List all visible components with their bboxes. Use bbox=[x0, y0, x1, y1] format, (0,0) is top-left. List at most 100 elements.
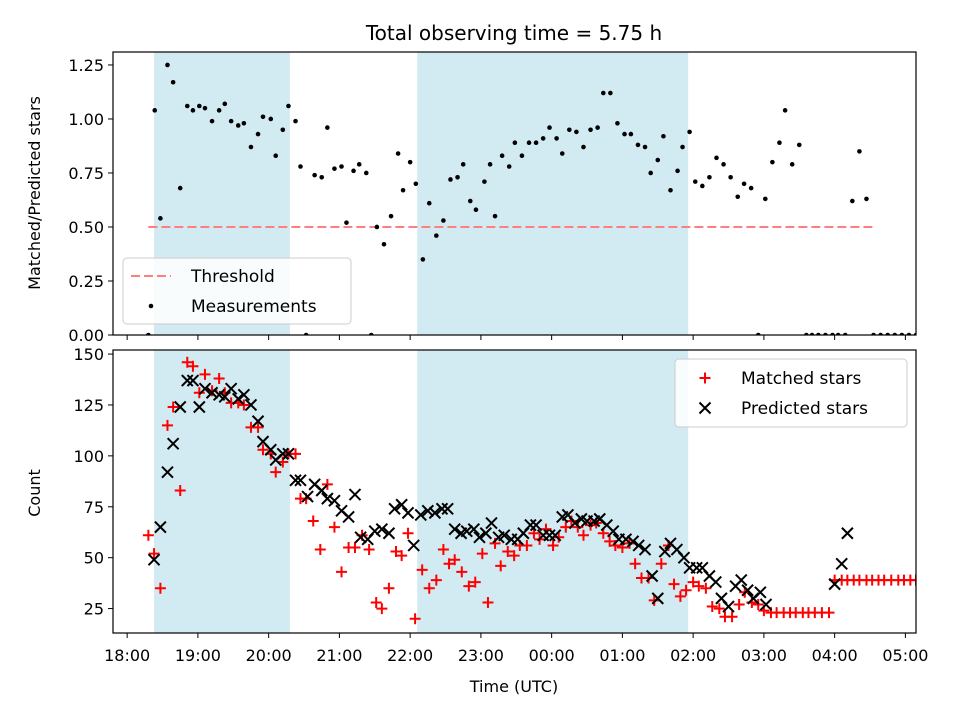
data-point bbox=[154, 520, 167, 534]
data-point bbox=[235, 123, 241, 128]
data-point bbox=[255, 131, 261, 137]
y-tick-label: 150 bbox=[73, 345, 104, 364]
data-point bbox=[441, 218, 446, 223]
data-point bbox=[692, 179, 698, 184]
data-point bbox=[526, 140, 532, 146]
data-point bbox=[479, 527, 493, 540]
data-point bbox=[495, 560, 507, 572]
data-point bbox=[655, 157, 661, 163]
bottom-panel: 25 50 75 100 125 150 18:00 19:00 20:00 21:00 22:00… bbox=[73, 345, 928, 665]
y-tick-label: 100 bbox=[73, 447, 104, 466]
data-point bbox=[209, 118, 215, 124]
legend-box bbox=[122, 257, 352, 325]
x-tick-label: 04:00 bbox=[812, 646, 858, 665]
data-point bbox=[721, 162, 726, 167]
x-tick-label: 18:00 bbox=[104, 646, 150, 665]
data-point bbox=[294, 474, 307, 487]
x-tick-label: 23:00 bbox=[458, 646, 504, 665]
data-point bbox=[828, 577, 841, 591]
data-point bbox=[336, 566, 348, 578]
data-point bbox=[502, 546, 514, 558]
data-point bbox=[349, 541, 361, 553]
data-point bbox=[374, 224, 380, 230]
data-point bbox=[608, 90, 613, 96]
data-point bbox=[237, 388, 251, 401]
data-point bbox=[218, 390, 231, 404]
data-point bbox=[674, 590, 686, 602]
y-tick-label: 25 bbox=[84, 600, 104, 619]
data-point bbox=[325, 125, 330, 130]
data-point bbox=[395, 151, 401, 156]
y-tick-label: 0.75 bbox=[68, 164, 104, 183]
data-point bbox=[407, 159, 413, 165]
top-panel: 0.00 0.25 0.50 0.75 1.00 1.25 Threshold Measure… bbox=[68, 51, 947, 345]
data-point bbox=[661, 133, 666, 139]
plot-area bbox=[142, 350, 916, 633]
data-point bbox=[726, 611, 738, 623]
data-point bbox=[222, 101, 228, 107]
data-point bbox=[187, 360, 199, 372]
data-point bbox=[420, 257, 426, 262]
data-point bbox=[238, 399, 250, 411]
data-point bbox=[448, 177, 453, 182]
data-point bbox=[467, 198, 473, 204]
data-point bbox=[668, 578, 680, 590]
data-point bbox=[339, 164, 344, 169]
data-point bbox=[186, 374, 200, 387]
data-point bbox=[595, 125, 600, 130]
data-point bbox=[193, 387, 205, 399]
data-point bbox=[626, 535, 640, 548]
data-point bbox=[460, 524, 473, 538]
data-point bbox=[449, 554, 461, 566]
data-point bbox=[748, 185, 754, 191]
data-point bbox=[426, 200, 432, 206]
y-tick-label: 1.00 bbox=[68, 110, 104, 129]
data-point bbox=[942, 333, 947, 338]
data-point bbox=[700, 582, 712, 594]
data-point bbox=[635, 142, 641, 148]
axes-frame bbox=[112, 349, 917, 634]
data-point bbox=[315, 484, 328, 497]
y-tick-label: 0.25 bbox=[68, 272, 104, 291]
data-point bbox=[147, 553, 161, 566]
data-point bbox=[600, 90, 606, 96]
data-point bbox=[463, 580, 475, 592]
data-point bbox=[428, 506, 442, 520]
data-point bbox=[301, 490, 314, 503]
data-point bbox=[499, 153, 505, 158]
data-point bbox=[789, 162, 795, 167]
top-y-axis-label: Matched/Predicted stars bbox=[25, 96, 44, 290]
data-point bbox=[512, 140, 518, 146]
data-point bbox=[286, 103, 291, 109]
data-point bbox=[307, 515, 319, 527]
data-point bbox=[167, 401, 179, 413]
chart-title: Total observing time = 5.75 h bbox=[365, 21, 662, 45]
data-point bbox=[213, 373, 225, 385]
data-point bbox=[752, 598, 764, 610]
data-point bbox=[197, 103, 202, 109]
data-point bbox=[763, 196, 768, 202]
data-point bbox=[388, 502, 401, 516]
data-point bbox=[354, 531, 367, 544]
data-point bbox=[328, 494, 341, 507]
data-point bbox=[687, 129, 692, 135]
legend-threshold-label: Threshold bbox=[190, 267, 275, 287]
data-point bbox=[687, 576, 699, 588]
data-point bbox=[588, 127, 593, 133]
bottom-y-axis-label: Count bbox=[25, 469, 44, 517]
data-point bbox=[290, 448, 302, 460]
data-point bbox=[248, 144, 254, 150]
data-point bbox=[319, 174, 325, 180]
data-point bbox=[293, 118, 298, 124]
data-point bbox=[321, 492, 334, 505]
legend-matched-label: Matched stars bbox=[741, 369, 861, 389]
data-point bbox=[675, 168, 680, 174]
data-point bbox=[174, 484, 186, 496]
data-point bbox=[414, 508, 427, 522]
data-point bbox=[205, 386, 219, 399]
data-point bbox=[643, 572, 655, 584]
data-point bbox=[161, 419, 173, 431]
data-point bbox=[400, 187, 406, 193]
data-point bbox=[356, 162, 362, 167]
data-point bbox=[655, 558, 667, 570]
